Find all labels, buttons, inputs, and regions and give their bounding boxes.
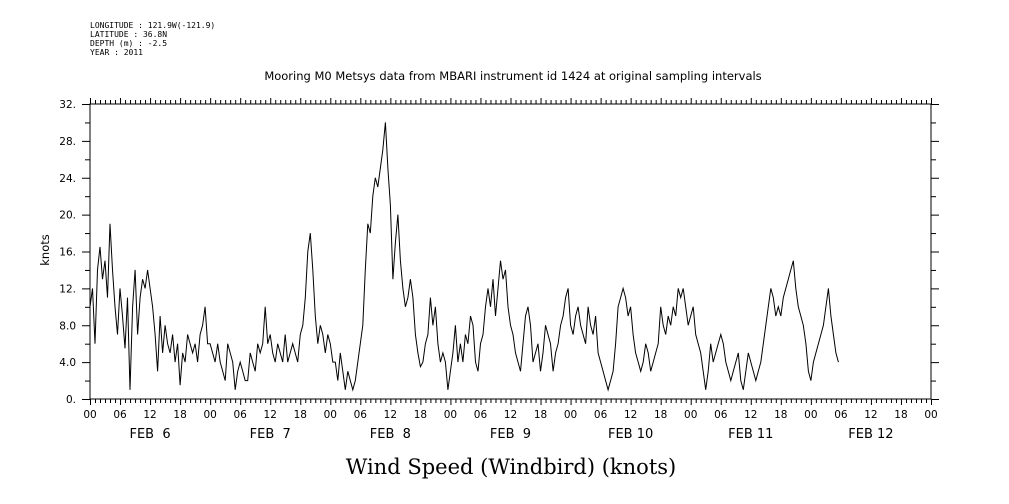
x-tick-label: 18 <box>774 409 787 421</box>
x-tick-label: 18 <box>894 409 907 421</box>
x-ticks-top <box>90 98 932 104</box>
day-label: FEB 9 <box>490 427 531 442</box>
x-axis-label: Wind Speed (Windbird) (knots) <box>346 455 676 479</box>
y-tick-label: 0. <box>66 394 76 406</box>
x-tick-label: 06 <box>474 409 488 421</box>
x-tick-label: 12 <box>744 409 757 421</box>
day-label: FEB 10 <box>608 427 653 442</box>
y-tick-label: 12. <box>59 283 76 295</box>
x-tick-label: 12 <box>143 409 156 421</box>
y-tick-label: 28. <box>59 136 76 148</box>
x-tick-label: 00 <box>444 409 457 421</box>
y-tick-label: 24. <box>59 173 76 185</box>
x-tick-label: 18 <box>173 409 186 421</box>
x-tick-labels: 00 06 12 18 00 06 12 18 00 06 12 18 00 06 12 18 00 06 12 18… <box>83 409 937 421</box>
x-ticks-bottom <box>90 399 932 405</box>
x-tick-label: 00 <box>203 409 216 421</box>
day-label: FEB 6 <box>129 427 170 442</box>
x-tick-label: 00 <box>684 409 697 421</box>
x-tick-label: 12 <box>504 409 517 421</box>
x-tick-label: 06 <box>834 409 848 421</box>
y-tick-label: 16. <box>59 247 76 259</box>
wind-speed-line <box>89 122 839 392</box>
y-tick-labels: 0. 4.0 8.0 12. 16. 20. 24. 28. 32. <box>59 99 76 406</box>
x-tick-label: 00 <box>924 409 937 421</box>
y-tick-label: 20. <box>59 210 76 222</box>
day-label: FEB 12 <box>848 427 893 442</box>
day-label: FEB 8 <box>370 427 411 442</box>
x-tick-label: 00 <box>564 409 577 421</box>
x-tick-label: 12 <box>624 409 637 421</box>
day-labels: FEB 6 FEB 7 FEB 8 FEB 9 FEB 10 FEB 11 FEB 12 <box>129 427 893 442</box>
day-label: FEB 11 <box>728 427 773 442</box>
chart-title: Mooring M0 Metsys data from MBARI instru… <box>264 69 761 83</box>
metadata-latitude: LATITUDE : 36.8N <box>90 30 168 39</box>
x-tick-label: 06 <box>233 409 247 421</box>
metadata-depth: DEPTH (m) : -2.5 <box>90 39 168 48</box>
x-tick-label: 00 <box>804 409 817 421</box>
x-tick-label: 06 <box>594 409 608 421</box>
x-tick-label: 18 <box>294 409 307 421</box>
y-axis-label: knots <box>38 234 52 266</box>
x-tick-label: 12 <box>384 409 397 421</box>
x-tick-label: 12 <box>864 409 877 421</box>
day-label: FEB 7 <box>250 427 291 442</box>
y-ticks-left <box>82 104 90 400</box>
x-tick-label: 06 <box>354 409 368 421</box>
y-tick-label: 4.0 <box>59 357 76 369</box>
metadata-year: YEAR : 2011 <box>90 48 143 57</box>
x-tick-label: 06 <box>113 409 127 421</box>
metadata-block: LONGITUDE : 121.9W(-121.9) LATITUDE : 36… <box>90 21 215 57</box>
x-tick-label: 06 <box>714 409 728 421</box>
y-tick-label: 8.0 <box>59 320 76 332</box>
x-tick-label: 00 <box>324 409 337 421</box>
x-tick-label: 18 <box>654 409 667 421</box>
metadata-longitude: LONGITUDE : 121.9W(-121.9) <box>90 21 216 30</box>
y-tick-label: 32. <box>59 99 76 111</box>
x-tick-label: 18 <box>414 409 427 421</box>
x-tick-label: 00 <box>83 409 96 421</box>
y-ticks-right <box>931 104 939 400</box>
x-tick-label: 18 <box>534 409 547 421</box>
x-tick-label: 12 <box>264 409 277 421</box>
